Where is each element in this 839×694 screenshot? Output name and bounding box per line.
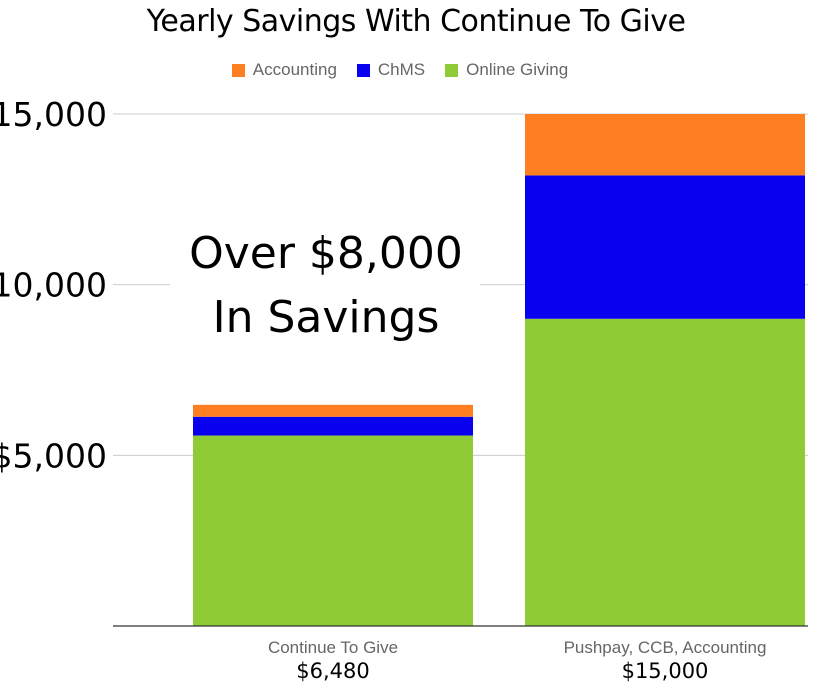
legend-label-chms: ChMS [377,60,426,79]
annotation-background [170,218,480,343]
legend-swatch-online-giving [445,63,459,77]
bar-online-giving [525,318,805,626]
y-tick-label: $15,000 [0,95,107,134]
legend: Accounting ChMS Online Giving [0,60,800,80]
legend-item-accounting: Accounting [231,60,337,80]
legend-label-accounting: Accounting [252,60,337,79]
x-category-label: Pushpay, CCB, Accounting [564,638,767,657]
legend-label-online-giving: Online Giving [466,60,569,79]
legend-item-chms: ChMS [356,60,426,80]
bar-chms [193,416,473,436]
y-tick-label: $10,000 [0,266,107,305]
category-total-label: $15,000 [622,659,709,683]
bar-accounting [193,404,473,417]
y-tick-label: $5,000 [0,436,107,475]
legend-swatch-chms [356,63,370,77]
annotation-text: In Savings [213,292,440,343]
bar-chms [525,175,805,319]
legend-item-online-giving: Online Giving [445,60,568,80]
category-total-label: $6,480 [296,659,369,683]
bar-accounting [525,114,805,176]
legend-swatch-accounting [231,63,245,77]
annotation-text: Over $8,000 [189,228,463,279]
chart-title: Yearly Savings With Continue To Give [146,4,686,39]
x-category-label: Continue To Give [268,638,398,657]
bar-online-giving [193,435,473,626]
